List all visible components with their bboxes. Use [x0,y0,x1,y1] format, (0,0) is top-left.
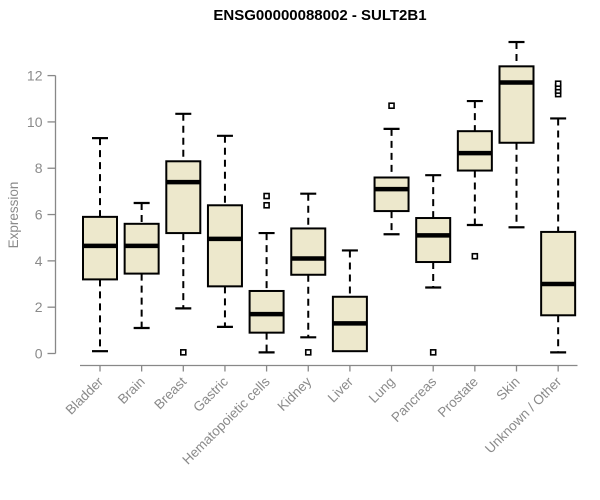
box-skin [498,40,535,229]
outlier-point [554,80,562,88]
iqr-box [82,215,118,281]
outlier-point [263,201,270,209]
iqr-box [498,65,535,144]
outlier-point [180,349,187,356]
y-tick-label: 0 [35,346,43,362]
iqr-box [456,130,493,172]
box-pancreas [415,174,452,356]
x-tick-label-brain: Brain [115,374,148,407]
box-hematopoietic-cells [248,192,285,354]
iqr-box [165,160,202,235]
iqr-box [123,222,160,275]
outlier-point [471,252,479,260]
iqr-box [206,204,243,288]
outlier-point [263,192,270,200]
y-tick-label: 2 [35,299,43,315]
x-tick-label-prostate: Prostate [435,374,481,420]
x-tick-label-bladder: Bladder [63,374,107,418]
chart-title: ENSG00000088002 - SULT2B1 [213,7,426,24]
y-axis-title: Expression [6,182,21,249]
box-brain [123,201,160,330]
outlier-point [388,102,395,110]
box-breast [165,112,202,356]
y-tick-label: 12 [27,68,43,84]
iqr-box [415,217,452,264]
box-unknown-other [540,80,577,354]
box-liver [331,249,368,353]
iqr-box [248,289,285,334]
box-bladder [82,137,118,353]
x-tick-label-skin: Skin [493,374,522,403]
x-tick-label-pancreas: Pancreas [388,374,439,425]
outlier-point [304,349,312,356]
y-tick-label: 8 [35,160,43,176]
box-gastric [206,134,243,328]
outlier-point [429,349,437,356]
iqr-box [373,176,410,213]
x-tick-label-breast: Breast [151,374,189,412]
y-axis: 0 2 4 6 8 10 12 [27,68,57,362]
x-tick-label-lung: Lung [366,374,398,406]
x-tick-label-liver: Liver [325,374,357,406]
y-tick-label: 10 [27,114,43,130]
x-tick-label-kidney: Kidney [275,374,315,414]
iqr-box [540,230,577,317]
box-prostate [456,99,493,260]
y-tick-label: 4 [35,253,43,269]
box-series [82,40,577,356]
iqr-box [290,227,327,276]
x-tick-label-unknown-other: Unknown / Other [482,374,565,457]
x-tick-label-gastric: Gastric [190,374,231,415]
box-lung [373,102,410,236]
box-kidney [290,192,327,356]
y-tick-label: 6 [35,207,43,223]
